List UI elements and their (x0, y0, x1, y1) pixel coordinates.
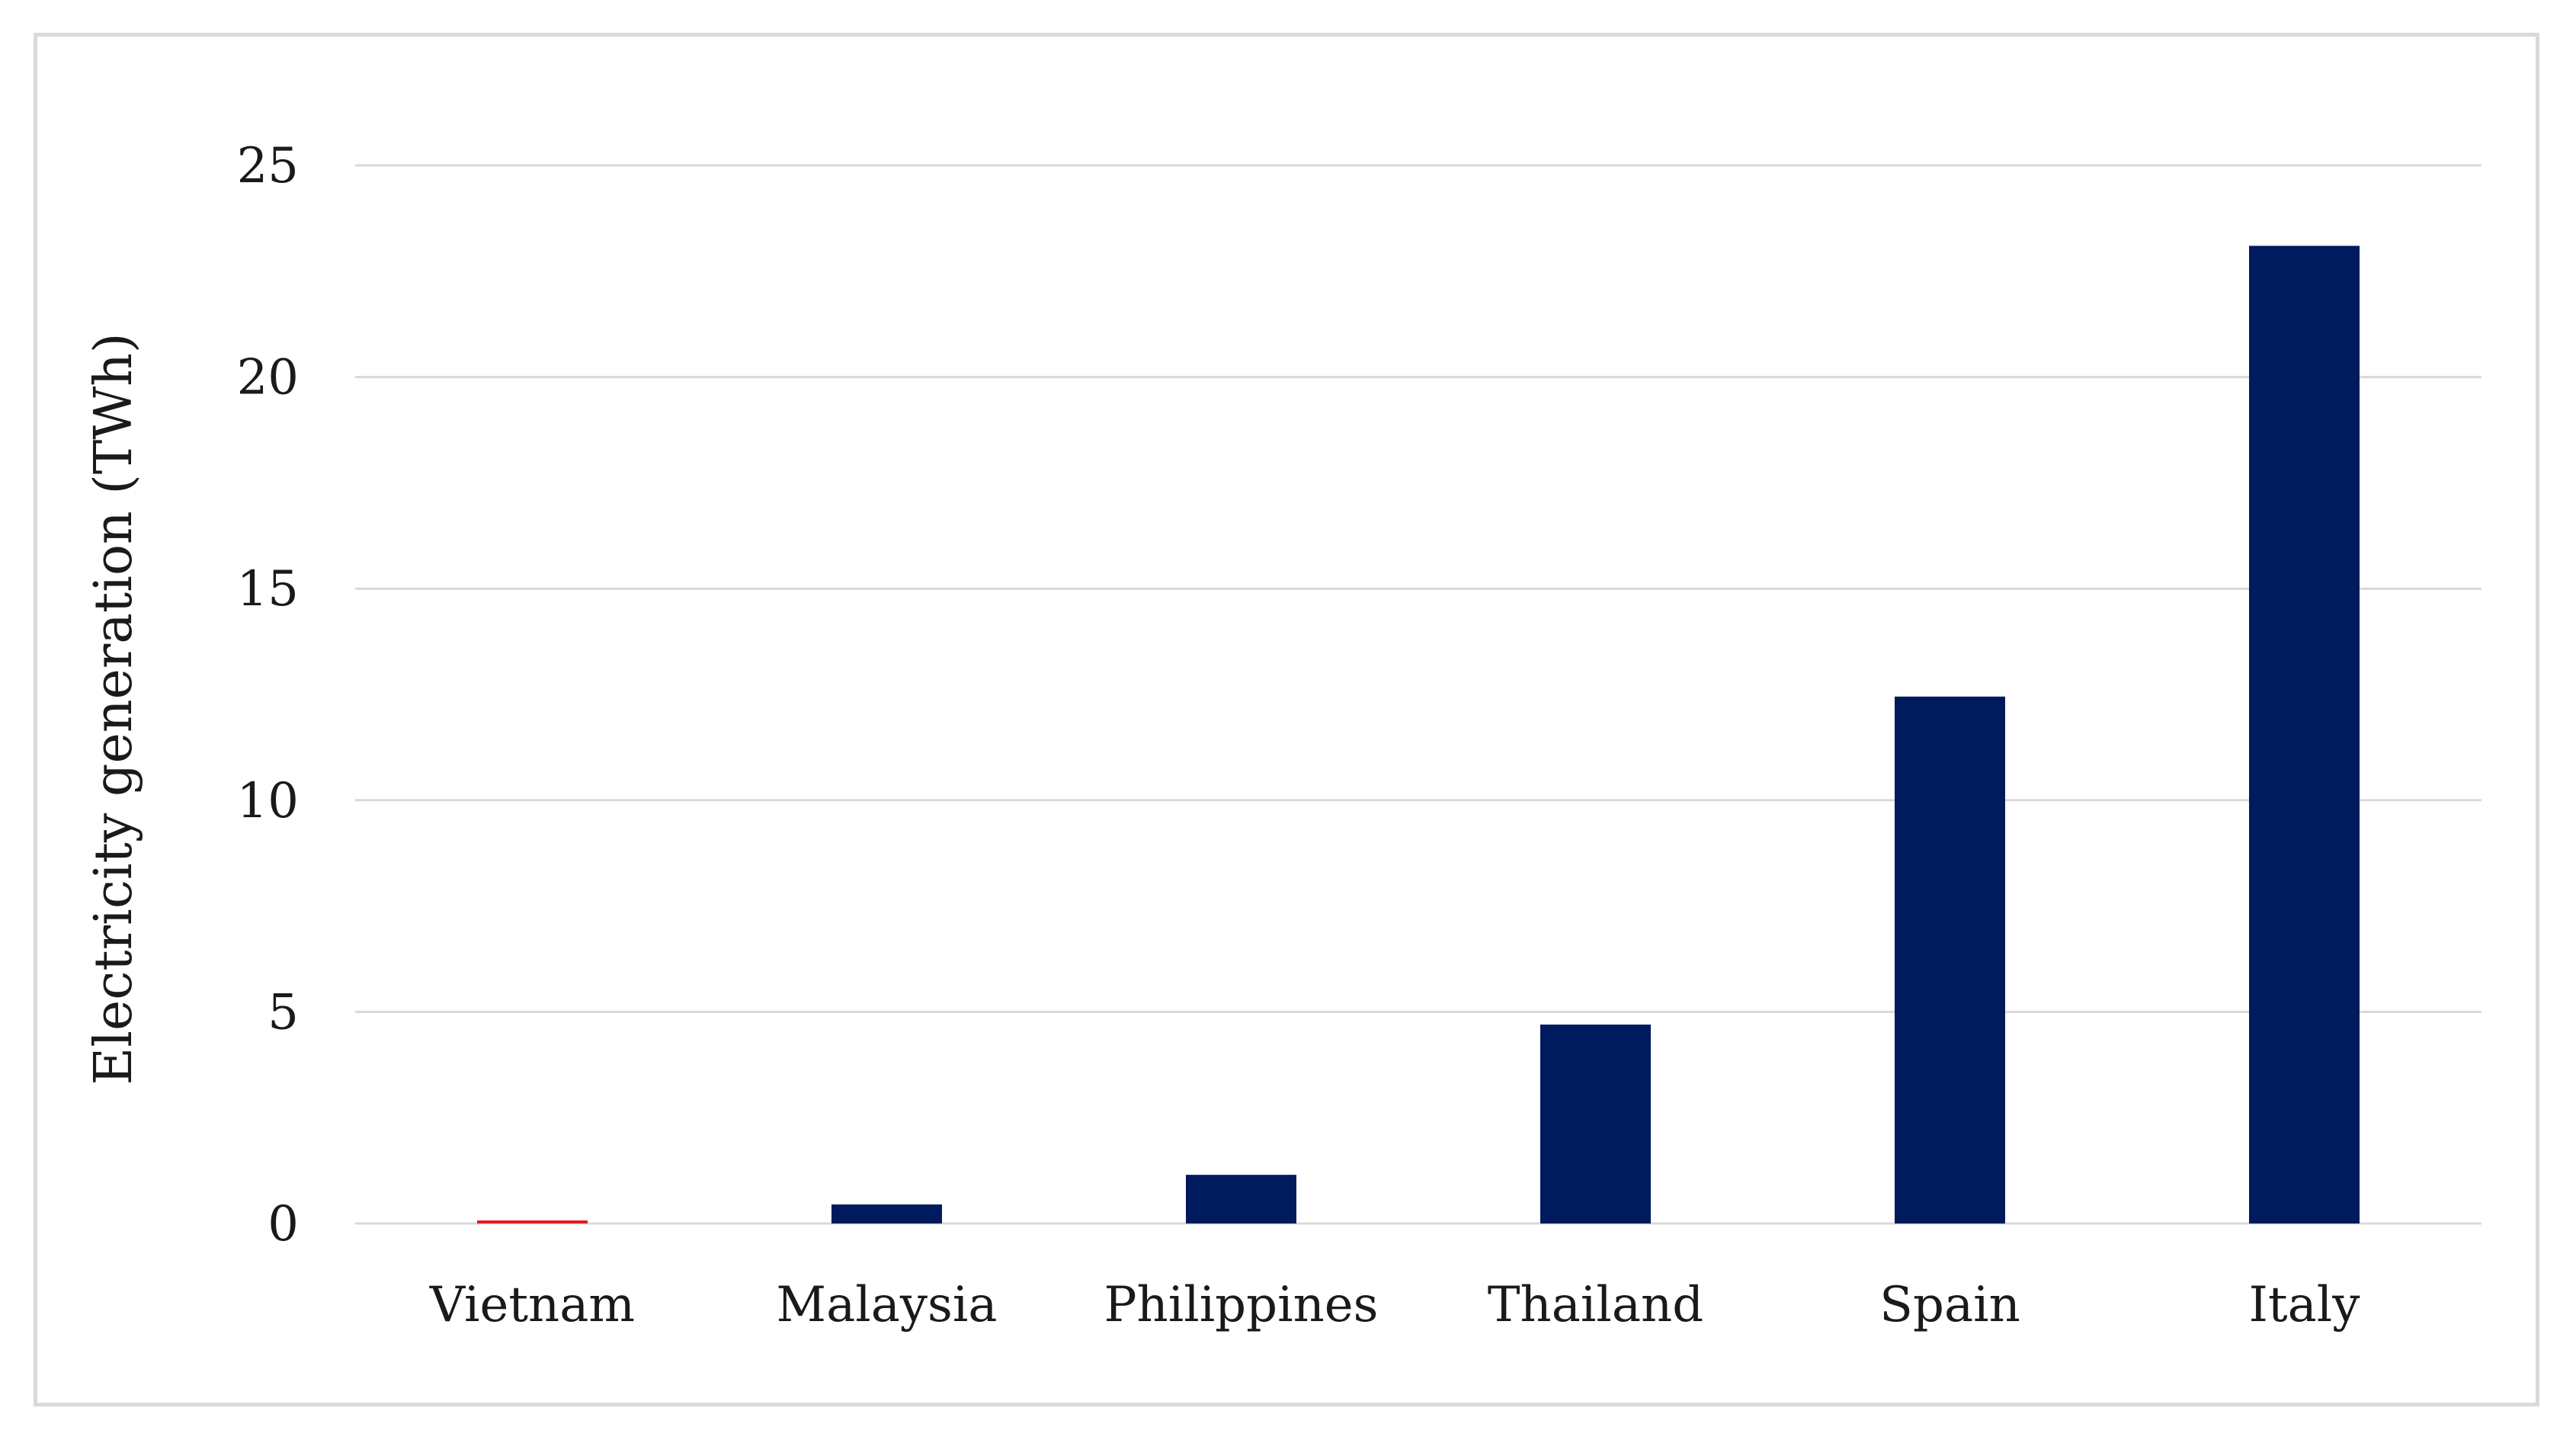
bar-thailand (1540, 1025, 1651, 1224)
bar-spain (1895, 696, 2005, 1224)
y-tick-label: 25 (237, 138, 299, 194)
x-tick-label-spain: Spain (1879, 1277, 2020, 1333)
bar-vietnam (477, 1220, 588, 1224)
x-tick-label-malaysia: Malaysia (777, 1277, 998, 1333)
x-tick-label-philippines: Philippines (1104, 1277, 1378, 1333)
bar-malaysia (831, 1204, 942, 1224)
y-axis-title: Electricity generation (TWh) (84, 333, 144, 1086)
y-tick-label: 0 (268, 1196, 299, 1252)
y-tick-label: 20 (237, 350, 299, 406)
bar-philippines (1186, 1175, 1296, 1224)
y-tick-label: 15 (237, 561, 299, 617)
x-tick-label-vietnam: Vietnam (429, 1277, 635, 1333)
x-tick-label-italy: Italy (2249, 1277, 2360, 1333)
gridlines (355, 164, 2481, 1013)
y-tick-label: 10 (237, 773, 299, 829)
y-tick-label: 5 (268, 984, 299, 1041)
bars (477, 245, 2360, 1224)
y-axis-ticks: 0 5 10 15 20 25 (237, 138, 299, 1252)
x-axis-ticks: Vietnam Malaysia Philippines Thailand Spain I… (429, 1277, 2360, 1333)
bar-italy (2249, 245, 2360, 1224)
x-tick-label-thailand: Thailand (1488, 1277, 1703, 1333)
